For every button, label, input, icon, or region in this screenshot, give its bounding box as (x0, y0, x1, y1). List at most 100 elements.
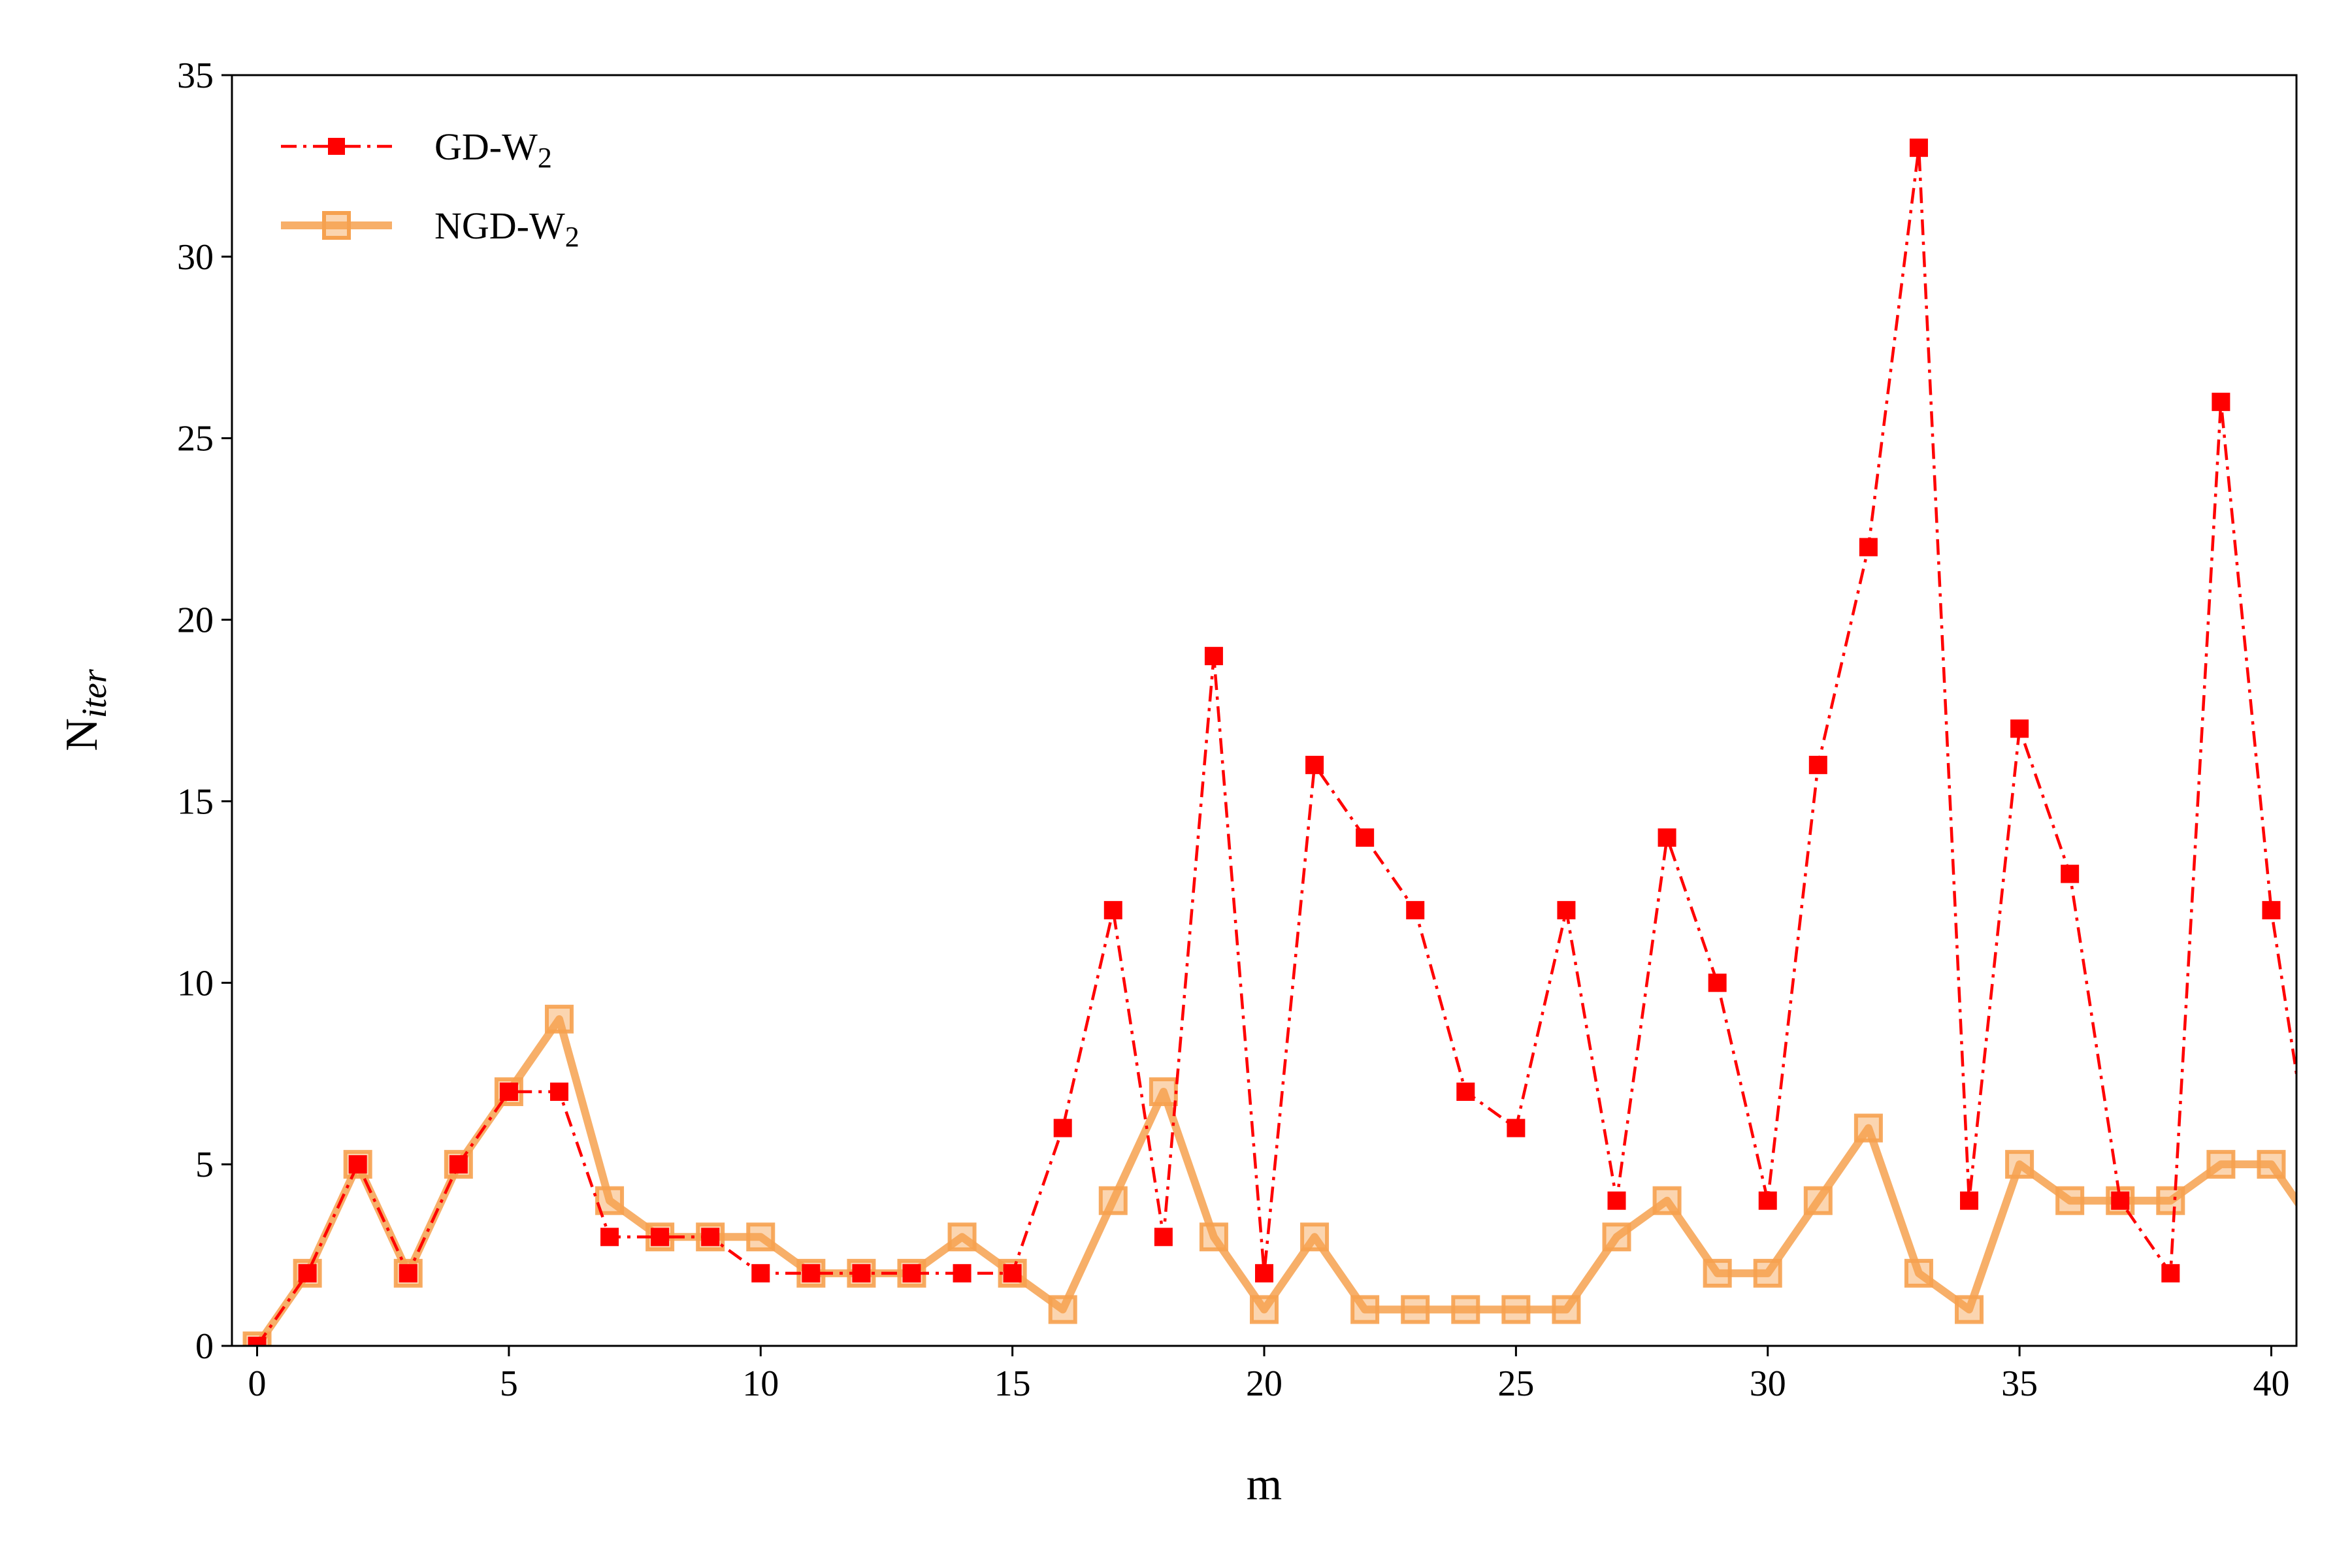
data-point-gd-w2 (1909, 139, 1928, 157)
data-point-gd-w2 (953, 1264, 972, 1282)
data-point-gd-w2 (2212, 393, 2230, 412)
legend-item-gd-w2: GD-W2 (281, 125, 552, 174)
data-point-ngd-w2 (2156, 1186, 2185, 1215)
data-point-gd-w2 (449, 1155, 468, 1174)
plot-frame (231, 74, 2298, 1347)
x-tick-label: 35 (2001, 1364, 2038, 1404)
x-tick-label: 10 (742, 1364, 779, 1404)
legend-label-main: NGD-W (434, 204, 565, 247)
data-point-gd-w2 (1305, 755, 1324, 774)
data-point-gd-w2 (1003, 1264, 1022, 1282)
data-point-gd-w2 (1960, 1191, 1979, 1210)
data-point-ngd-w2 (2206, 1150, 2236, 1179)
legend-label: NGD-W2 (434, 204, 580, 253)
data-point-gd-w2 (1758, 1191, 1777, 1210)
data-point-gd-w2 (1607, 1191, 1626, 1210)
data-point-ngd-w2 (1149, 1077, 1178, 1106)
data-point-gd-w2 (399, 1264, 417, 1282)
data-point-gd-w2 (701, 1228, 720, 1247)
data-point-gd-w2 (1808, 755, 1827, 774)
data-point-ngd-w2 (1451, 1295, 1480, 1324)
data-point-gd-w2 (1406, 901, 1425, 920)
data-point-ngd-w2 (1904, 1258, 1933, 1288)
data-point-ngd-w2 (1602, 1222, 1631, 1252)
series-gd-w2-line (255, 147, 2296, 1346)
data-point-ngd-w2 (1250, 1295, 1279, 1324)
y-tick-label: 0 (195, 1326, 214, 1367)
data-point-gd-w2 (1204, 647, 1223, 666)
legend-item-ngd-w2: NGD-W2 (281, 204, 580, 253)
data-point-ngd-w2 (1350, 1295, 1380, 1324)
data-point-gd-w2 (248, 1337, 267, 1346)
series-ngd-w2-line (253, 1015, 2296, 1346)
data-point-ngd-w2 (1703, 1258, 1732, 1288)
y-axis-label: Niter (57, 668, 114, 751)
series-ngd-w2 (242, 1004, 2296, 1346)
y-tick-label: 10 (177, 963, 214, 1004)
y-axis-label-main: N (57, 718, 107, 751)
data-point-gd-w2 (600, 1228, 619, 1247)
legend-swatch-marker (322, 211, 351, 240)
legend-label-subscript: 2 (538, 142, 552, 174)
x-axis-label: m (1247, 1460, 1282, 1510)
data-point-ngd-w2 (1501, 1295, 1531, 1324)
data-point-ngd-w2 (1854, 1113, 1883, 1143)
data-point-gd-w2 (2111, 1191, 2130, 1210)
data-point-gd-w2 (802, 1264, 821, 1282)
series-layer (242, 139, 2330, 1346)
data-point-ngd-w2 (1401, 1295, 1430, 1324)
x-tick-label: 40 (2253, 1364, 2289, 1404)
y-tick-label: 20 (177, 600, 214, 641)
data-point-gd-w2 (499, 1083, 518, 1101)
data-point-gd-w2 (902, 1264, 921, 1282)
y-axis: 0 5 10 15 20 25 30 35 (177, 56, 232, 1367)
data-point-ngd-w2 (544, 1004, 574, 1034)
y-tick-label: 30 (177, 237, 214, 278)
data-point-gd-w2 (1658, 828, 1676, 847)
x-tick-label: 15 (994, 1364, 1031, 1404)
data-point-ngd-w2 (1300, 1222, 1330, 1252)
data-point-gd-w2 (1255, 1264, 1273, 1282)
data-point-gd-w2 (1507, 1119, 1526, 1137)
data-point-gd-w2 (1103, 901, 1122, 920)
x-axis: 0 5 10 15 20 25 30 35 40 (248, 1346, 2289, 1404)
data-point-gd-w2 (2010, 719, 2029, 738)
x-tick-label: 20 (1246, 1364, 1282, 1404)
data-point-ngd-w2 (1199, 1222, 1228, 1252)
data-point-ngd-w2 (1552, 1295, 1581, 1324)
data-point-gd-w2 (2262, 901, 2281, 920)
y-tick-label: 5 (195, 1145, 214, 1185)
y-tick-label: 35 (177, 56, 214, 96)
legend-label-subscript: 2 (565, 221, 580, 253)
data-point-gd-w2 (348, 1155, 367, 1174)
data-point-ngd-w2 (1753, 1258, 1782, 1288)
data-point-gd-w2 (2161, 1264, 2180, 1282)
x-tick-label: 5 (500, 1364, 518, 1404)
x-tick-label: 30 (1750, 1364, 1786, 1404)
data-point-gd-w2 (2313, 1228, 2330, 1245)
data-point-ngd-w2 (1803, 1186, 1833, 1215)
legend-label-main: GD-W (434, 125, 538, 168)
data-point-ngd-w2 (947, 1222, 977, 1252)
data-point-gd-w2 (1053, 1119, 1072, 1137)
y-axis-label-subscript: iter (74, 668, 114, 718)
data-point-gd-w2 (651, 1228, 670, 1247)
data-point-ngd-w2 (1048, 1295, 1077, 1324)
data-point-ngd-w2 (1652, 1186, 1682, 1215)
data-point-gd-w2 (1356, 828, 1375, 847)
series-gd-w2 (248, 139, 2330, 1346)
data-point-ngd-w2 (2257, 1150, 2286, 1179)
y-tick-label: 25 (177, 419, 214, 459)
data-point-gd-w2 (549, 1083, 568, 1101)
x-tick-label: 25 (1497, 1364, 1534, 1404)
data-point-ngd-w2 (1955, 1295, 1984, 1324)
data-point-gd-w2 (1154, 1228, 1173, 1247)
legend-label: GD-W2 (434, 125, 552, 174)
data-point-ngd-w2 (1098, 1186, 1128, 1215)
y-tick-label: 15 (177, 781, 214, 822)
legend-swatch-marker (328, 138, 345, 155)
data-point-gd-w2 (1557, 901, 1576, 920)
